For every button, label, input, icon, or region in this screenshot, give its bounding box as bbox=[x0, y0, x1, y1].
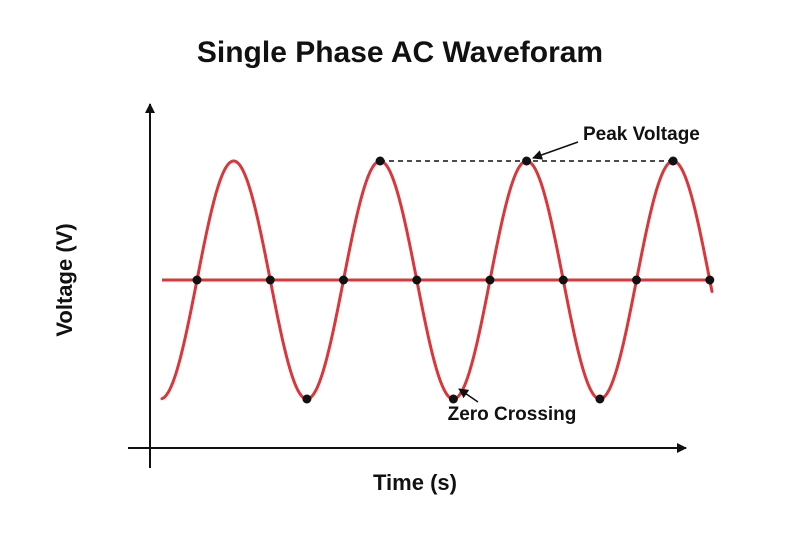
peak-annotation-arrow bbox=[532, 141, 579, 160]
peak-marker bbox=[668, 156, 678, 166]
zero-crossing-annotation-arrow bbox=[458, 388, 479, 403]
sine-waveform bbox=[160, 159, 714, 401]
trough-marker bbox=[302, 394, 312, 404]
trough-marker bbox=[448, 394, 458, 404]
zero-crossing-marker bbox=[412, 275, 422, 285]
y-axis-label: Voltage (V) bbox=[52, 223, 77, 336]
peak-voltage-label: Peak Voltage bbox=[583, 124, 700, 145]
zero-crossing-marker bbox=[558, 275, 568, 285]
peak-marker bbox=[375, 156, 385, 166]
zero-crossing-marker bbox=[339, 275, 348, 285]
waveform-markers bbox=[192, 156, 715, 404]
zero-crossing-label: Zero Crossing bbox=[448, 404, 577, 425]
trough-marker bbox=[595, 394, 605, 404]
zero-crossing-marker bbox=[485, 275, 495, 285]
diagram-title: Single Phase AC Waveforam bbox=[197, 36, 603, 69]
zero-crossing-marker bbox=[632, 275, 641, 285]
zero-crossing-marker bbox=[192, 275, 202, 285]
zero-crossing-marker bbox=[265, 275, 275, 285]
x-axis-label: Time (s) bbox=[373, 470, 457, 495]
zero-crossing-marker bbox=[705, 275, 715, 285]
peak-marker bbox=[522, 156, 532, 166]
